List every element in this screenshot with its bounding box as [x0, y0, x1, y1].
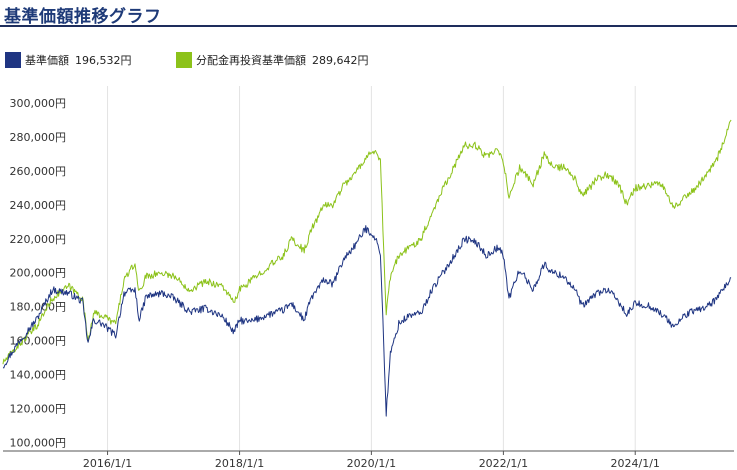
y-tick-label-10: 300,000円 [10, 97, 67, 110]
legend-label-reinvested: 分配金再投資基準価額 [196, 54, 306, 67]
y-tick-label-9: 280,000円 [10, 131, 67, 144]
y-tick-label-4: 180,000円 [10, 301, 67, 314]
legend-label-nav: 基準価額 [25, 54, 69, 67]
y-tick-label-7: 240,000円 [10, 199, 67, 212]
x-tick-label-4: 2024/1/1 [611, 457, 660, 470]
y-tick-label-0: 100,000円 [10, 437, 67, 450]
series-line-0 [2, 225, 732, 417]
x-tick-label-1: 2018/1/1 [215, 457, 264, 470]
y-tick-label-8: 260,000円 [10, 165, 67, 178]
legend-value-nav: 196,532円 [75, 54, 132, 67]
x-tick-label-3: 2022/1/1 [479, 457, 528, 470]
legend-item-nav: 基準価額 196,532円 [5, 52, 132, 68]
legend-swatch-reinvested [176, 52, 192, 68]
x-tick-label-2: 2020/1/1 [347, 457, 396, 470]
y-tick-label-1: 120,000円 [10, 403, 67, 416]
series-line-1 [2, 119, 732, 365]
x-tick-label-0: 2016/1/1 [83, 457, 132, 470]
y-tick-label-5: 200,000円 [10, 267, 67, 280]
title-underline [0, 25, 737, 27]
page-title: 基準価額推移グラフ [4, 7, 162, 27]
legend-swatch-nav [5, 52, 21, 68]
legend-item-reinvested: 分配金再投資基準価額 289,642円 [176, 52, 369, 68]
y-tick-label-6: 220,000円 [10, 233, 67, 246]
legend-value-reinvested: 289,642円 [312, 54, 369, 67]
y-tick-label-2: 140,000円 [10, 369, 67, 382]
